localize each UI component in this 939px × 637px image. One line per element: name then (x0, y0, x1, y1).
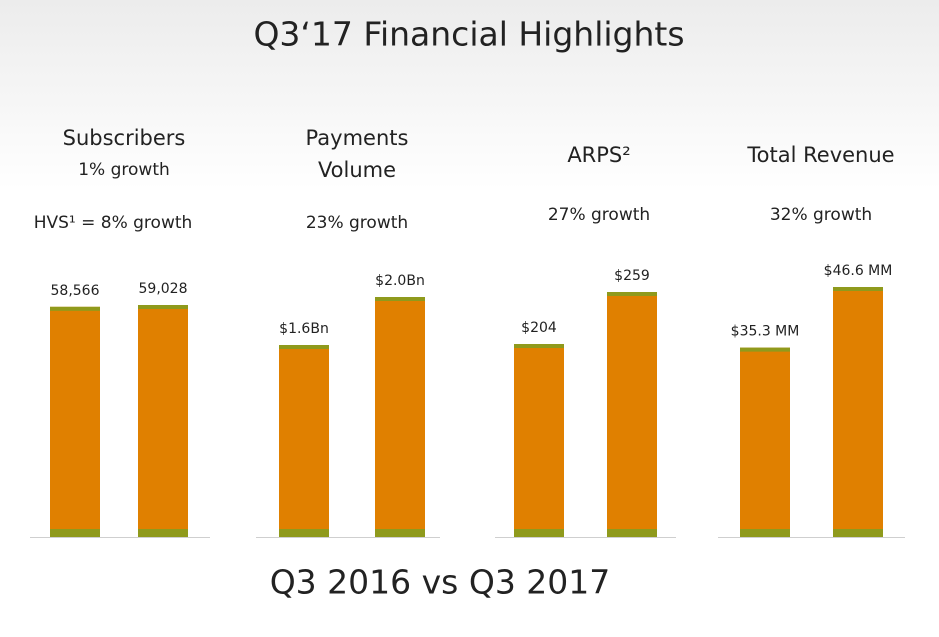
bar-edge (375, 529, 425, 537)
panel-title: Subscribers (63, 126, 186, 150)
value-label: $204 (521, 320, 557, 336)
value-label: $46.6 MM (824, 263, 893, 279)
panel: Subscribers 1% growth HVS¹ = 8% growth 58,5… (30, 126, 210, 538)
bar-edge (514, 529, 564, 537)
value-label: $35.3 MM (731, 324, 800, 340)
panel: ARPS² 27% growth $204 $259 (495, 143, 676, 538)
bar-edge (138, 529, 188, 537)
value-label: 59,028 (139, 281, 188, 297)
bar-edge (833, 529, 883, 537)
panel-title: Total Revenue (746, 143, 894, 167)
panel-title: Payments Volume (306, 126, 409, 182)
slide-footer: Q3 2016 vs Q3 2017 (270, 563, 611, 602)
bar-edge (138, 305, 188, 309)
bar-edge (607, 529, 657, 537)
panel-annotation: HVS¹ = 8% growth (34, 213, 193, 233)
panel: Payments Volume 23% growth $1.6Bn $2.0Bn (256, 126, 440, 538)
bar-edge (514, 344, 564, 349)
panel-subtitle: 1% growth (78, 160, 170, 180)
bar-edge (833, 287, 883, 291)
bar-edge (279, 529, 329, 537)
panel: Total Revenue 32% growth $35.3 MM $46.6 MM (718, 143, 905, 538)
bar-edge (279, 345, 329, 349)
bar-edge (50, 529, 100, 537)
bar-edge (740, 347, 790, 352)
bar (279, 345, 329, 537)
value-label: 58,566 (51, 283, 100, 299)
panel-subtitle: 27% growth (548, 205, 650, 225)
bar (375, 297, 425, 537)
panel-subtitle: 23% growth (306, 213, 408, 233)
value-label: $1.6Bn (279, 321, 329, 337)
panel-subtitle: 32% growth (770, 205, 872, 225)
bar-edge (375, 297, 425, 301)
bar-edge (740, 529, 790, 537)
bar (607, 292, 657, 537)
bar (50, 306, 100, 537)
value-label: $259 (614, 268, 650, 284)
slide-title: Q3‘17 Financial Highlights (253, 15, 684, 54)
bar (138, 305, 188, 537)
bar-edge (50, 306, 100, 311)
panel-title: ARPS² (567, 143, 630, 167)
bar (740, 347, 790, 537)
value-label: $2.0Bn (375, 273, 425, 289)
bar (514, 344, 564, 537)
bar-edge (607, 292, 657, 296)
bar (833, 287, 883, 537)
